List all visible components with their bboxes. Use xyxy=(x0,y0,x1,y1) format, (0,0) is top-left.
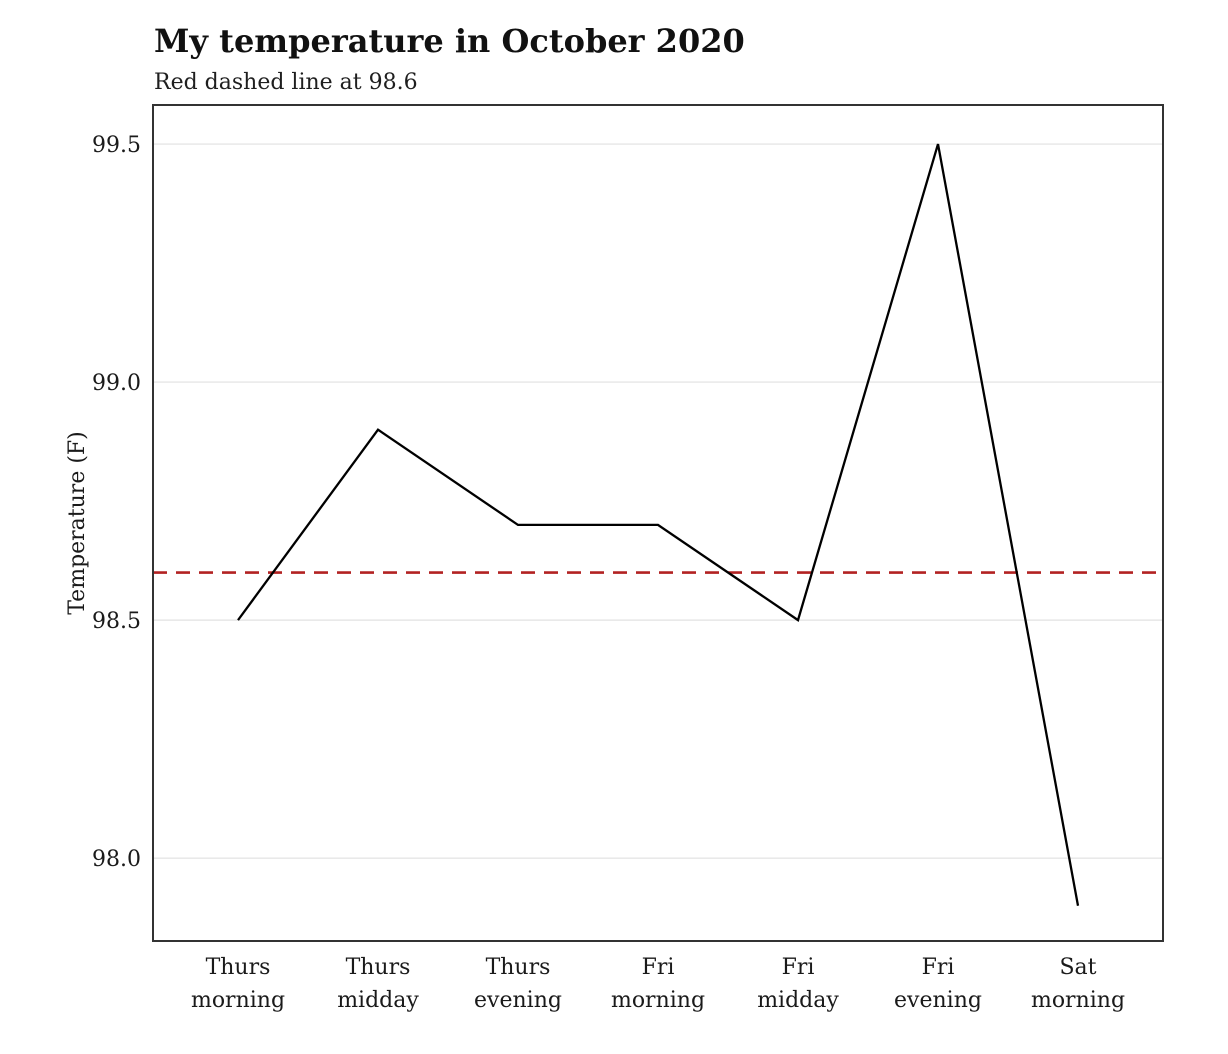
y-tick-label: 99.5 xyxy=(92,133,141,158)
x-category-label: Sat morning xyxy=(1031,955,1125,1013)
chart-title: My temperature in October 2020 xyxy=(154,22,745,60)
x-category-label: Fri evening xyxy=(894,955,982,1013)
x-category-label: Thurs midday xyxy=(337,955,419,1013)
panel-border xyxy=(152,104,1164,942)
y-tick-label: 98.5 xyxy=(92,609,141,634)
y-tick-label: 98.0 xyxy=(92,847,141,872)
temperature-series-line xyxy=(237,143,1080,906)
y-tick-label: 99.0 xyxy=(92,371,141,396)
x-category-label: Thurs morning xyxy=(191,955,285,1013)
x-category-label: Fri morning xyxy=(611,955,705,1013)
x-category-label: Thurs evening xyxy=(474,955,562,1013)
chart-subtitle: Red dashed line at 98.6 xyxy=(154,70,418,95)
y-axis-title: Temperature (F) xyxy=(65,431,90,615)
x-category-label: Fri midday xyxy=(757,955,839,1013)
